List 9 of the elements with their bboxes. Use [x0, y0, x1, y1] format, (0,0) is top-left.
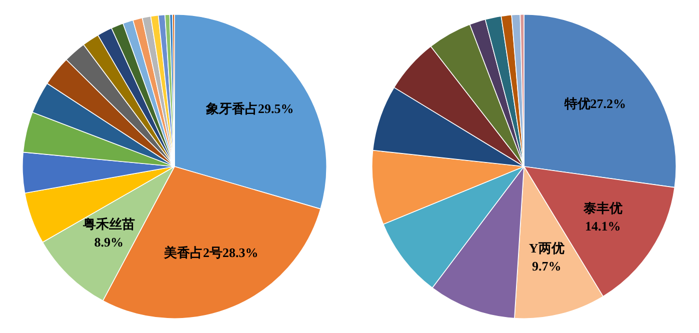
data-label: 8.9% — [94, 234, 124, 250]
slice-label: 粤禾丝苗 — [82, 216, 135, 232]
slice-label: 美香占2号28.3% — [163, 244, 258, 260]
slice-label: Y两优 — [528, 240, 564, 256]
slice-label: 泰丰优 — [582, 200, 622, 216]
data-label: 14.1% — [584, 218, 621, 234]
slice-label: 象牙香占29.5% — [205, 101, 294, 116]
data-label: 9.7% — [532, 258, 562, 274]
slice-label: 特优27.2% — [563, 96, 626, 111]
